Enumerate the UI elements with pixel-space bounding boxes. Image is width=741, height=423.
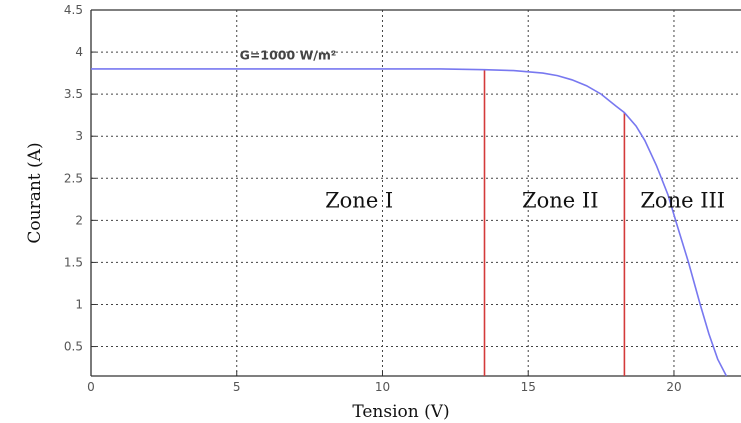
y-tick-labels: 0.5 1 1.5 2 2.5 3 3.5 4 4.5 bbox=[64, 3, 83, 354]
zone-boundaries bbox=[483, 69, 626, 376]
y-tick-label: 4 bbox=[75, 45, 83, 59]
x-tick-label: 10 bbox=[375, 380, 390, 394]
x-axis-label: Tension (V) bbox=[352, 402, 449, 422]
y-axis-label: Courant (A) bbox=[25, 142, 45, 243]
y-tick-label: 0.5 bbox=[64, 340, 83, 354]
annotation-layer: G=1000 W/m² bbox=[240, 48, 337, 63]
y-tick-label: 4.5 bbox=[64, 3, 83, 17]
plot-frame bbox=[90, 9, 741, 377]
irradiance-annotation: G=1000 W/m² bbox=[240, 48, 337, 63]
iv-curve-line bbox=[91, 68, 728, 377]
zone-label: Zone I bbox=[325, 189, 393, 213]
y-tick-label: 1.5 bbox=[64, 255, 83, 269]
x-tick-label: 20 bbox=[666, 380, 681, 394]
x-tick-label: 15 bbox=[521, 380, 536, 394]
x-tick-label: 5 bbox=[233, 380, 241, 394]
zone-label: Zone II bbox=[522, 189, 598, 213]
zone-labels: Zone I Zone II Zone III bbox=[325, 189, 725, 213]
y-tick-label: 3 bbox=[75, 129, 83, 143]
zone-label: Zone III bbox=[640, 189, 725, 213]
grid-lines bbox=[91, 10, 741, 376]
y-tick-label: 3.5 bbox=[64, 87, 83, 101]
series-layer bbox=[91, 68, 728, 377]
y-tick-label: 2.5 bbox=[64, 171, 83, 185]
y-tick-label: 1 bbox=[75, 297, 83, 311]
y-tick-label: 2 bbox=[75, 213, 83, 227]
x-tick-label: 0 bbox=[87, 380, 95, 394]
x-tick-labels: 0 5 10 15 20 bbox=[87, 380, 681, 394]
